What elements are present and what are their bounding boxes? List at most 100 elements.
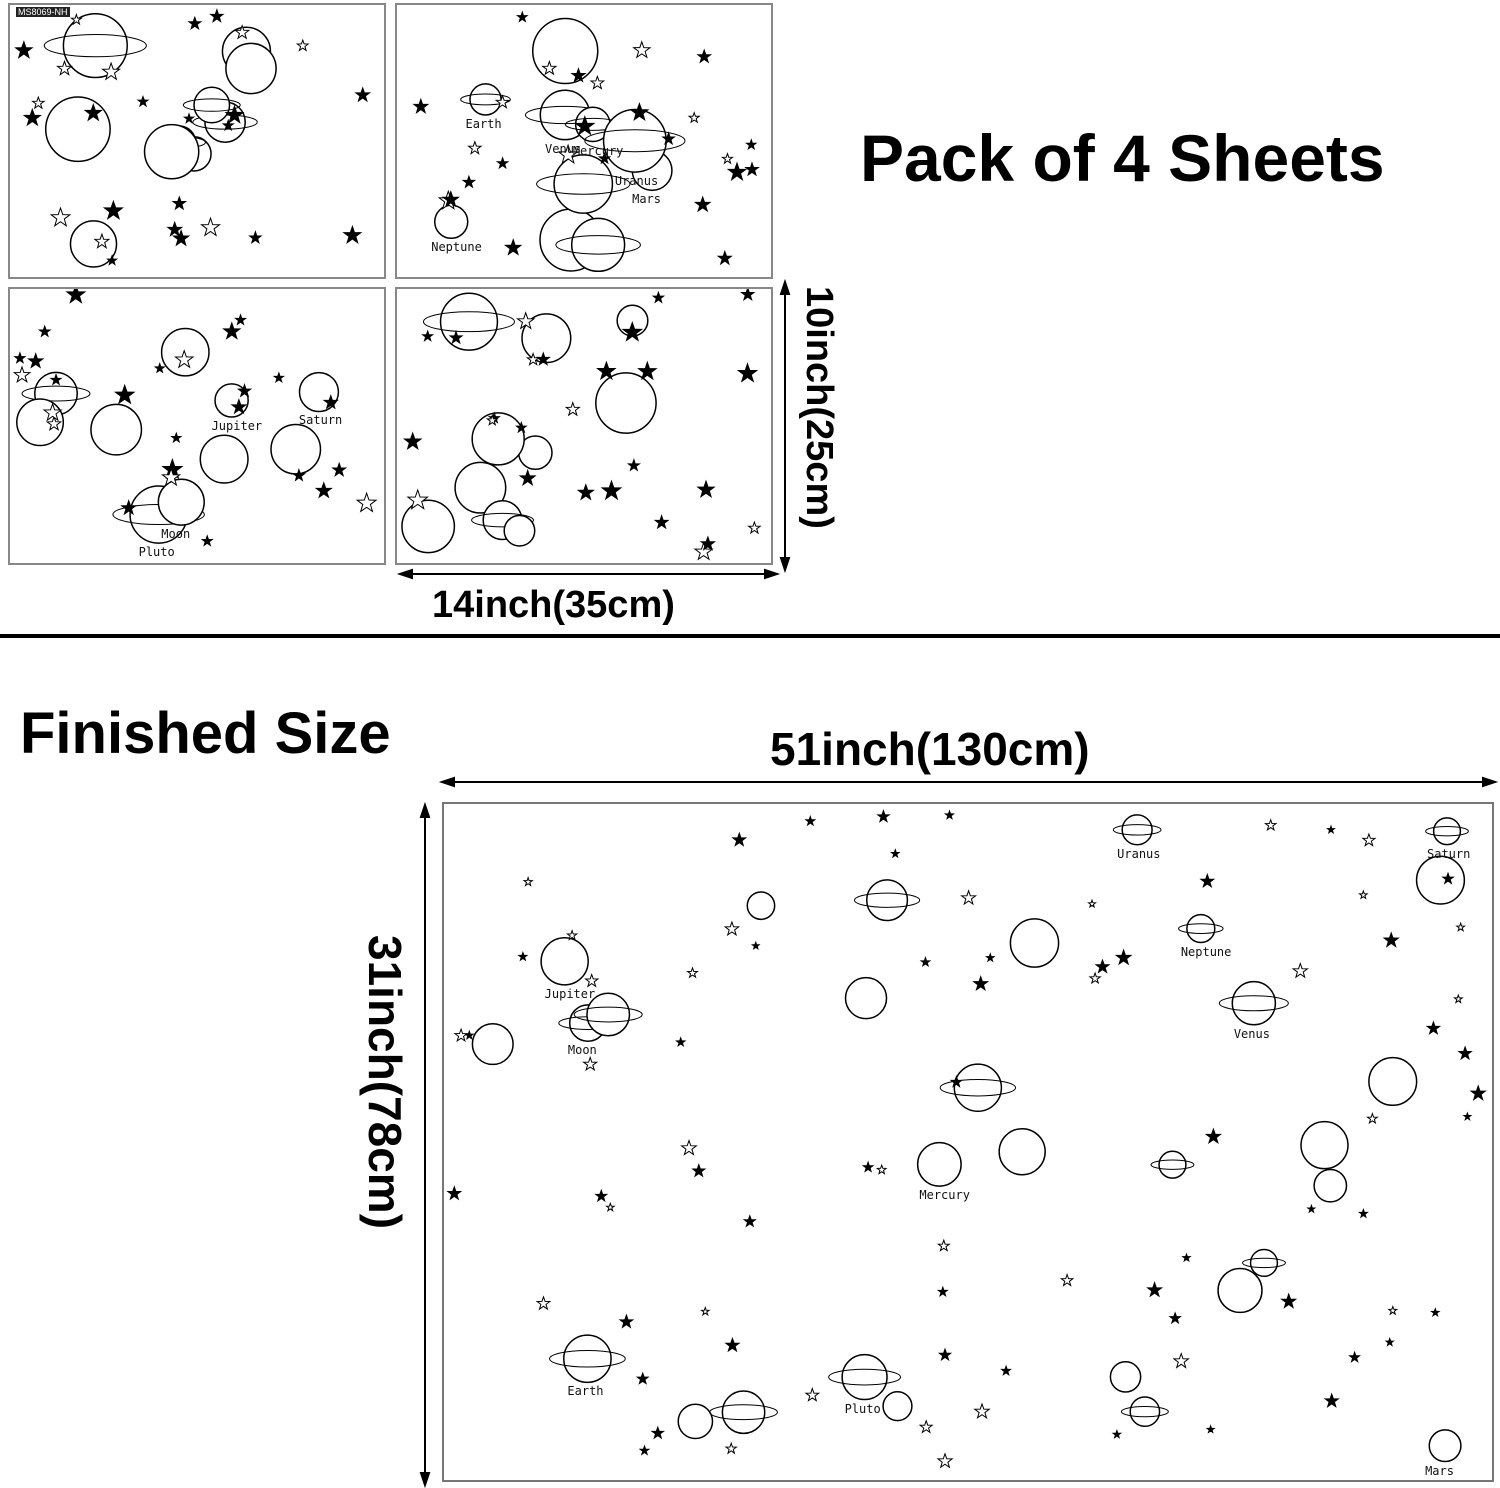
star-icon xyxy=(49,206,72,228)
star-icon xyxy=(222,321,242,340)
sticker-doodles xyxy=(401,289,762,561)
sheet-width-label: 14inch(35cm) xyxy=(432,584,675,626)
planet-label: Mars xyxy=(1425,1463,1454,1478)
planet-drawing xyxy=(1129,1396,1161,1428)
planet-label: Moon xyxy=(161,527,191,542)
star-icon xyxy=(12,365,32,384)
planet-drawing xyxy=(1428,1429,1462,1463)
star-icon xyxy=(291,468,307,482)
star-icon xyxy=(65,289,87,304)
star-icon xyxy=(69,12,83,26)
planet-drawing xyxy=(503,514,536,547)
star-icon xyxy=(745,138,758,151)
star-icon xyxy=(638,1444,651,1456)
planet-label: Mercury xyxy=(572,143,624,158)
star-icon xyxy=(45,415,63,432)
star-icon xyxy=(651,290,666,304)
star-icon xyxy=(535,1295,552,1311)
star-icon xyxy=(973,1402,991,1420)
star-icon xyxy=(461,174,477,189)
section-divider xyxy=(0,634,1500,638)
star-icon xyxy=(322,394,339,410)
planet-label: Venus xyxy=(545,141,582,156)
star-icon xyxy=(696,479,716,499)
star-icon xyxy=(1291,961,1309,979)
planet-label: Pluto xyxy=(844,1401,881,1416)
headline: Pack of 4 Sheets xyxy=(860,121,1385,195)
planet-drawing xyxy=(62,12,128,79)
planet-ring xyxy=(555,235,641,255)
planet-drawing xyxy=(199,434,249,484)
planet-ring xyxy=(1218,995,1289,1012)
star-icon xyxy=(1263,818,1278,832)
star-icon xyxy=(937,1347,953,1362)
planet-drawing xyxy=(1432,817,1462,846)
star-icon xyxy=(696,48,713,64)
star-icon xyxy=(804,1386,821,1402)
planet-drawing xyxy=(225,42,277,95)
finished-layout-panel: Pluto Saturn Mars Venus Jupiter Earth Mercury N… xyxy=(442,802,1494,1482)
planet-drawing xyxy=(1313,1168,1348,1203)
planet-ring xyxy=(182,98,241,112)
star-icon xyxy=(650,1425,666,1440)
star-icon xyxy=(522,876,534,887)
star-icon xyxy=(564,401,581,417)
planet-drawing xyxy=(563,1334,612,1384)
planet-drawing xyxy=(160,327,210,377)
star-icon xyxy=(1462,1111,1473,1121)
planet-ring xyxy=(21,385,91,402)
planet-drawing xyxy=(1231,980,1277,1026)
star-icon xyxy=(541,59,558,76)
sticker-sheet-4 xyxy=(395,287,773,565)
planet-drawing xyxy=(1368,1056,1418,1107)
star-icon xyxy=(750,940,761,951)
star-icon xyxy=(680,1138,698,1156)
star-icon xyxy=(402,431,423,451)
star-icon xyxy=(342,224,363,244)
planet-ring xyxy=(584,129,686,153)
star-icon xyxy=(1114,948,1133,966)
planet-ring xyxy=(1120,1406,1169,1418)
star-icon xyxy=(233,24,251,40)
planet-drawing xyxy=(1249,1248,1279,1278)
star-icon xyxy=(720,152,734,165)
star-icon xyxy=(700,1305,711,1317)
planet-label: Uranus xyxy=(614,174,659,189)
star-icon xyxy=(740,289,756,302)
star-icon xyxy=(984,952,996,963)
star-icon xyxy=(1280,1292,1298,1309)
star-icon xyxy=(1358,889,1369,900)
planet-label: Pluto xyxy=(138,545,175,560)
star-icon xyxy=(747,520,762,535)
planet-drawing xyxy=(721,1390,766,1435)
star-icon xyxy=(517,951,529,962)
star-icon xyxy=(635,1371,650,1385)
star-icon xyxy=(209,8,225,23)
planet-drawing xyxy=(916,1141,962,1187)
star-icon xyxy=(632,40,652,59)
planet-drawing xyxy=(570,217,626,273)
star-icon xyxy=(101,61,122,81)
star-icon xyxy=(1469,1084,1487,1101)
star-icon xyxy=(949,1075,964,1088)
star-icon xyxy=(248,230,263,245)
star-icon xyxy=(691,1163,707,1178)
sticker-sheet-1: MS8069-NH xyxy=(8,3,386,279)
star-icon xyxy=(314,481,333,499)
star-icon xyxy=(600,479,623,501)
planet-drawing xyxy=(157,478,205,526)
star-icon xyxy=(406,488,430,510)
star-icon xyxy=(1199,872,1216,889)
sticker-doodles xyxy=(14,8,372,268)
star-icon xyxy=(582,1055,599,1072)
planet-drawing xyxy=(193,86,231,124)
star-icon xyxy=(1387,1304,1399,1316)
planet-label: Venus xyxy=(1233,1026,1270,1041)
star-icon xyxy=(1361,832,1377,847)
star-icon xyxy=(675,1036,687,1048)
star-icon xyxy=(1172,1352,1190,1369)
planet-ring xyxy=(1178,923,1224,934)
star-icon xyxy=(1323,1392,1340,1408)
star-icon xyxy=(166,220,184,237)
star-icon xyxy=(83,102,103,122)
